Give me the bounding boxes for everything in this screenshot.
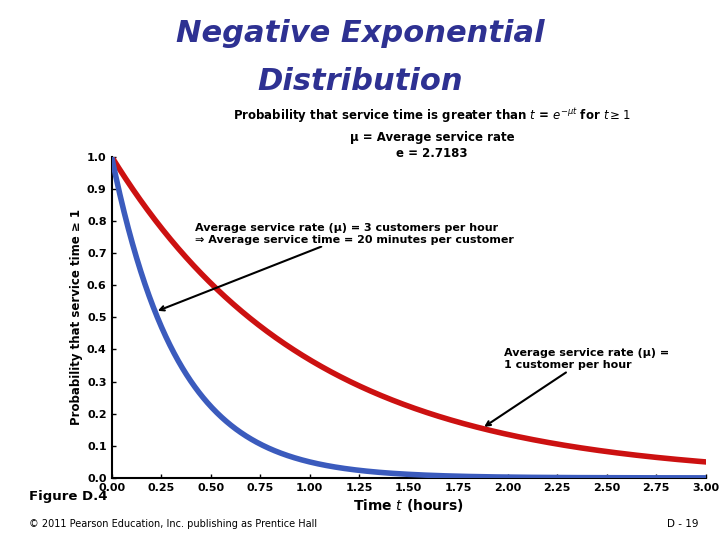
Text: e = 2.7183: e = 2.7183 xyxy=(396,147,468,160)
Text: μ = Average service rate: μ = Average service rate xyxy=(350,131,514,144)
Text: Negative Exponential: Negative Exponential xyxy=(176,19,544,48)
Text: Distribution: Distribution xyxy=(257,68,463,97)
Text: Probability that service time is greater than $t$ = $e^{-\mu t}$ for $t \geq 1$: Probability that service time is greater… xyxy=(233,107,631,125)
Text: Figure D.4: Figure D.4 xyxy=(29,490,107,503)
Y-axis label: Probability that service time ≥ 1: Probability that service time ≥ 1 xyxy=(70,209,83,426)
Text: Average service rate (μ) =
1 customer per hour: Average service rate (μ) = 1 customer pe… xyxy=(486,348,669,426)
Text: © 2011 Pearson Education, Inc. publishing as Prentice Hall: © 2011 Pearson Education, Inc. publishin… xyxy=(29,519,317,529)
X-axis label: Time $t$ (hours): Time $t$ (hours) xyxy=(353,497,464,514)
Text: D - 19: D - 19 xyxy=(667,519,698,529)
Text: Average service rate (μ) = 3 customers per hour
⇒ Average service time = 20 minu: Average service rate (μ) = 3 customers p… xyxy=(160,223,513,310)
